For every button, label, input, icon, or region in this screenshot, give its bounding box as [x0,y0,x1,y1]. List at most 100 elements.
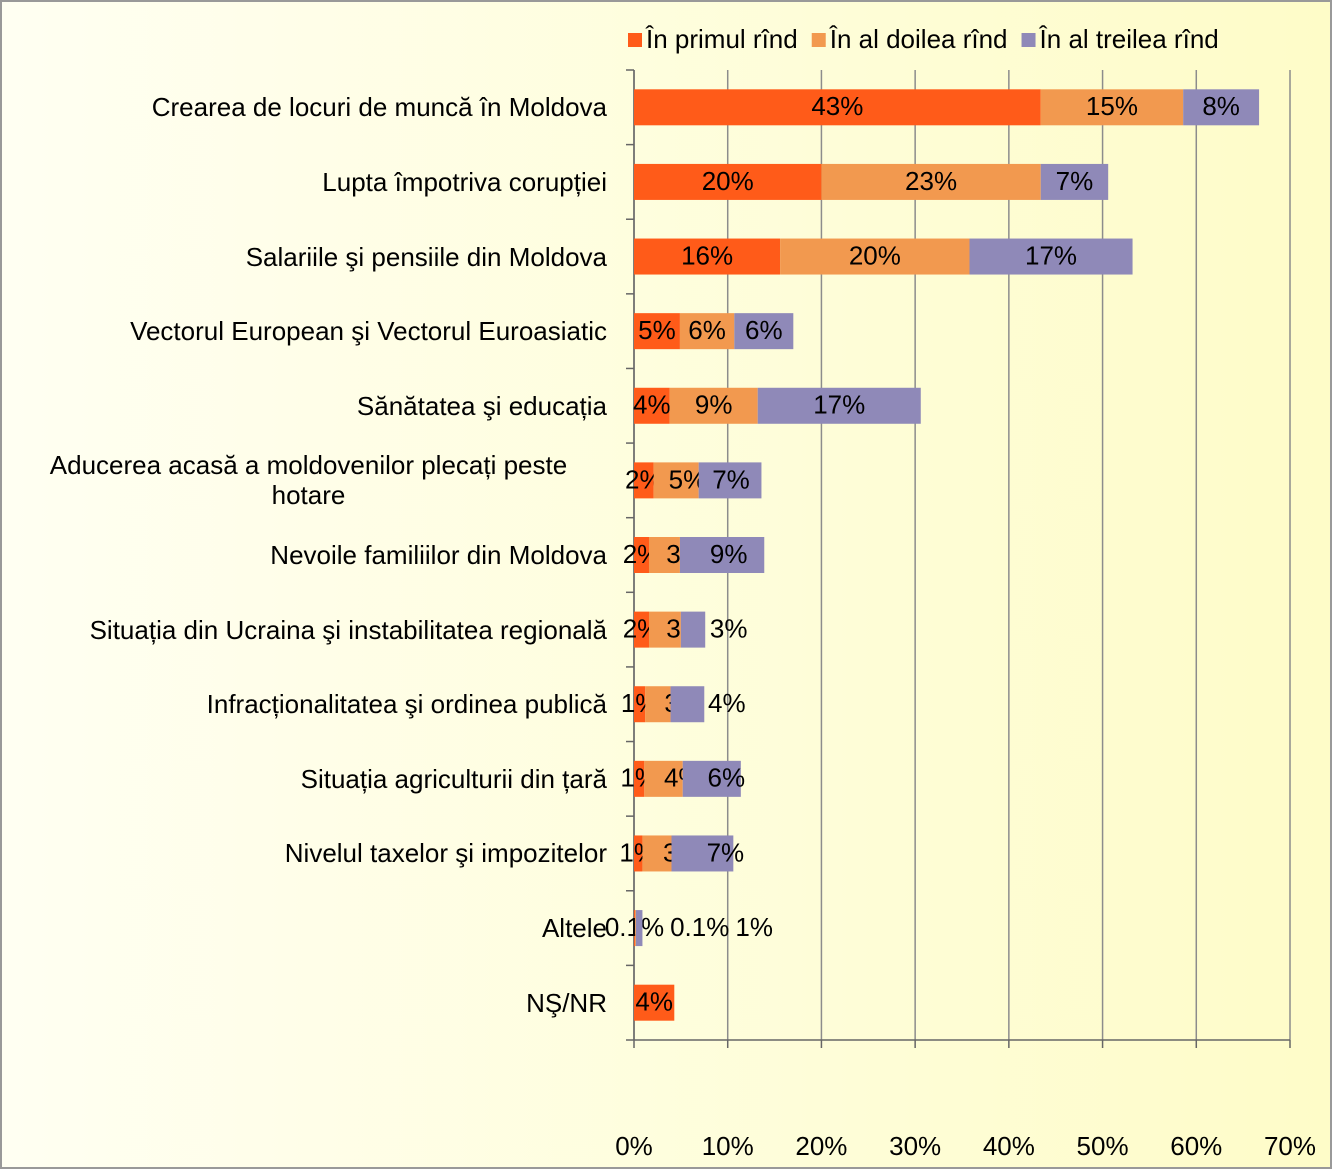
category-label: Situația din Ucraina şi instabilitatea r… [10,592,607,667]
x-tick-label: 70% [1264,1131,1316,1161]
data-label: 1% [735,912,773,942]
x-tick-label: 50% [1077,1131,1129,1161]
category-label: Infracționalitatea şi ordinea publică [10,667,607,742]
data-label: 6% [688,315,726,345]
category-text: Infracționalitatea şi ordinea publică [206,689,607,720]
category-text: Crearea de locuri de muncă în Moldova [151,92,607,123]
bar-segment [1183,89,1260,126]
bar-segment [634,462,654,499]
data-label: 6% [708,763,746,793]
bar-segment [634,163,822,200]
category-label: Vectorul European şi Vectorul Euroasiati… [10,294,607,369]
data-label: 15% [1086,91,1138,121]
bar-segment [671,835,734,872]
bar-segment [645,686,671,723]
category-label: Aducerea acasă a moldovenilor plecați pe… [10,443,607,518]
data-label: 16% [681,240,733,270]
legend-swatch [811,33,826,47]
category-text: Situația agriculturii din țară [300,763,607,794]
bar-segment [780,238,970,275]
bar-segment [634,910,635,947]
category-label: Situația agriculturii din țară [10,742,607,817]
category-text: Vectorul European şi Vectorul Euroasiati… [130,316,607,347]
category-label: Altele [10,891,607,966]
bar-segment [679,537,765,573]
data-label: 4% [633,390,671,420]
bar-segment [635,910,643,947]
category-label: Nivelul taxelor şi impozitelor [10,816,607,891]
data-label: 9% [710,539,748,569]
category-text: Lupta împotriva corupției [322,166,607,197]
data-label: 17% [813,390,865,420]
legend-label: În primul rînd [645,24,798,54]
bar-segment [670,686,705,723]
bar-segment [682,760,741,797]
x-tick-label: 40% [983,1131,1035,1161]
bar-segment [634,984,675,1021]
category-text: Situația din Ucraina şi instabilitatea r… [89,614,607,645]
category-label: Salariile şi pensiile din Moldova [10,219,607,294]
bar-segment [634,313,680,350]
data-label: 20% [702,166,754,196]
bar-segment [644,760,683,797]
legend-label: În al treilea rînd [1039,24,1219,54]
x-tick-label: 0% [615,1131,653,1161]
bar-segment [634,910,636,947]
bar-segment [634,537,649,573]
category-text: Sănătatea şi educația [356,390,607,421]
legend-swatch [1021,33,1036,47]
bar-segment [757,387,921,424]
bar-segment [680,611,706,648]
legend-label: În al doilea rînd [829,24,1008,54]
data-label: 4% [635,987,673,1017]
bar-segment [634,387,670,424]
category-label: Crearea de locuri de muncă în Moldova [10,70,607,145]
data-label: 20% [849,240,901,270]
bar-segment [634,835,643,872]
data-label: 4% [708,688,746,718]
category-label: NŞ/NR [10,965,607,1040]
data-label: 7% [1056,166,1094,196]
data-label: 8% [1202,91,1240,121]
category-text: Nevoile familiilor din Moldova [270,539,607,570]
data-label: 0.1% [670,912,729,942]
data-label: 6% [745,315,783,345]
legend-swatch [628,33,642,47]
bar-segment [734,313,794,350]
bar-segment [634,89,1041,126]
category-label: Lupta împotriva corupției [10,145,607,220]
bar-segment [653,462,699,499]
bar-segment [698,462,762,499]
data-label: 43% [811,91,863,121]
bar-segment [1040,89,1184,126]
data-label: 7% [707,837,745,867]
bar-segment [969,238,1133,275]
data-label: 9% [695,390,733,420]
x-tick-label: 10% [702,1131,754,1161]
bar-segment [642,835,672,872]
category-label: Sănătatea şi educația [10,368,607,443]
bar-segment [634,760,645,797]
x-tick-label: 30% [889,1131,941,1161]
bar-segment [669,387,758,424]
bar-segment [679,313,735,350]
bar-segment [634,238,781,275]
data-label: 3% [710,613,748,643]
data-label: 7% [712,464,750,494]
data-label: 23% [905,166,957,196]
category-text: Altele [541,913,607,944]
category-text: Nivelul taxelor şi impozitelor [284,838,607,869]
data-label: 0.1% [605,912,664,942]
x-tick-label: 60% [1170,1131,1222,1161]
bar-segment [1040,163,1109,200]
category-text: Salariile şi pensiile din Moldova [245,241,607,272]
x-tick-label: 20% [795,1131,847,1161]
bar-segment [634,686,646,723]
bar-segment [648,611,681,648]
category-text: NŞ/NR [526,987,607,1018]
bar-segment [634,611,649,648]
category-label: Nevoile familiilor din Moldova [10,518,607,593]
bar-segment [648,537,680,573]
